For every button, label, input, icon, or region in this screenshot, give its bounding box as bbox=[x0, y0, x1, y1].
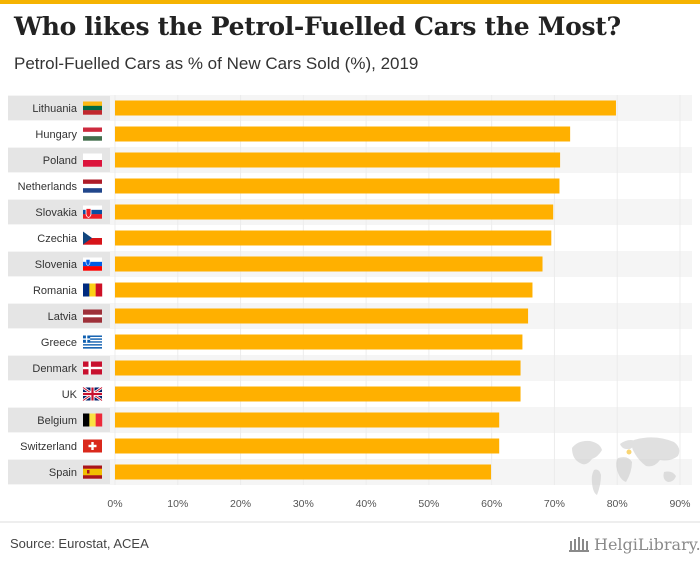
bar bbox=[115, 152, 561, 168]
category-label: Greece bbox=[41, 337, 77, 349]
x-tick-label: 30% bbox=[293, 498, 314, 510]
category-label: Hungary bbox=[35, 129, 77, 141]
hungary-flag bbox=[83, 127, 102, 141]
category-label: Belgium bbox=[37, 415, 77, 427]
map-landmass bbox=[663, 471, 676, 482]
helgi-library-logo: HelgiLibrary. bbox=[568, 533, 700, 555]
netherlands-flag bbox=[83, 179, 102, 193]
bar bbox=[115, 438, 500, 454]
bar bbox=[115, 334, 523, 350]
slovenia-flag bbox=[83, 257, 102, 271]
bar bbox=[115, 308, 529, 324]
bar bbox=[115, 386, 521, 402]
category-label: Poland bbox=[43, 155, 77, 167]
bar bbox=[115, 126, 571, 142]
bar bbox=[115, 256, 543, 272]
category-label: Latvia bbox=[48, 311, 78, 323]
category-label: Netherlands bbox=[18, 181, 78, 193]
spain-flag bbox=[83, 465, 102, 479]
x-tick-label: 10% bbox=[167, 498, 188, 510]
category-label: Denmark bbox=[32, 363, 77, 375]
logo-text: HelgiLibrary. bbox=[594, 534, 700, 554]
map-landmass bbox=[616, 457, 632, 482]
x-tick-label: 0% bbox=[107, 498, 122, 510]
bar bbox=[115, 282, 533, 298]
czechia-flag bbox=[83, 231, 102, 245]
source-note: Source: Eurostat, ACEA bbox=[10, 536, 149, 551]
slovakia-flag bbox=[83, 205, 102, 219]
category-label: Switzerland bbox=[20, 441, 77, 453]
chart-title: Who likes the Petrol-Fuelled Cars the Mo… bbox=[14, 12, 621, 41]
bar bbox=[115, 100, 616, 116]
category-label: Lithuania bbox=[32, 103, 78, 115]
map-landmass bbox=[620, 440, 636, 450]
belgium-flag bbox=[83, 413, 103, 427]
category-label: Romania bbox=[33, 285, 78, 297]
category-label: UK bbox=[62, 389, 78, 401]
bar bbox=[115, 412, 500, 428]
category-label: Spain bbox=[49, 467, 77, 479]
switzerland-flag bbox=[83, 439, 102, 453]
x-tick-label: 80% bbox=[607, 498, 628, 510]
world-map-icon bbox=[572, 437, 680, 495]
bar bbox=[115, 464, 492, 480]
top-accent-bar bbox=[0, 0, 700, 4]
map-highlight bbox=[626, 449, 632, 455]
lithuania-flag bbox=[83, 101, 102, 115]
bar bbox=[115, 204, 554, 220]
greece-flag bbox=[83, 335, 102, 349]
x-tick-label: 40% bbox=[356, 498, 377, 510]
bar bbox=[115, 230, 552, 246]
latvia-flag bbox=[83, 309, 102, 323]
chart-subtitle: Petrol-Fuelled Cars as % of New Cars Sol… bbox=[14, 54, 419, 73]
bar bbox=[115, 360, 521, 376]
category-label: Slovakia bbox=[35, 207, 77, 219]
x-tick-label: 20% bbox=[230, 498, 251, 510]
category-label: Slovenia bbox=[35, 259, 78, 271]
poland-flag bbox=[83, 153, 102, 167]
map-landmass bbox=[572, 440, 602, 465]
denmark-flag bbox=[83, 361, 102, 375]
bar bbox=[115, 178, 560, 194]
map-landmass bbox=[632, 437, 680, 467]
romania-flag bbox=[83, 283, 103, 297]
category-label: Czechia bbox=[37, 233, 78, 245]
x-tick-label: 60% bbox=[481, 498, 502, 510]
uk-flag bbox=[82, 386, 103, 402]
x-tick-label: 90% bbox=[669, 498, 690, 510]
x-tick-label: 70% bbox=[544, 498, 565, 510]
library-icon bbox=[569, 537, 589, 552]
map-landmass bbox=[591, 469, 601, 495]
x-tick-label: 50% bbox=[418, 498, 439, 510]
